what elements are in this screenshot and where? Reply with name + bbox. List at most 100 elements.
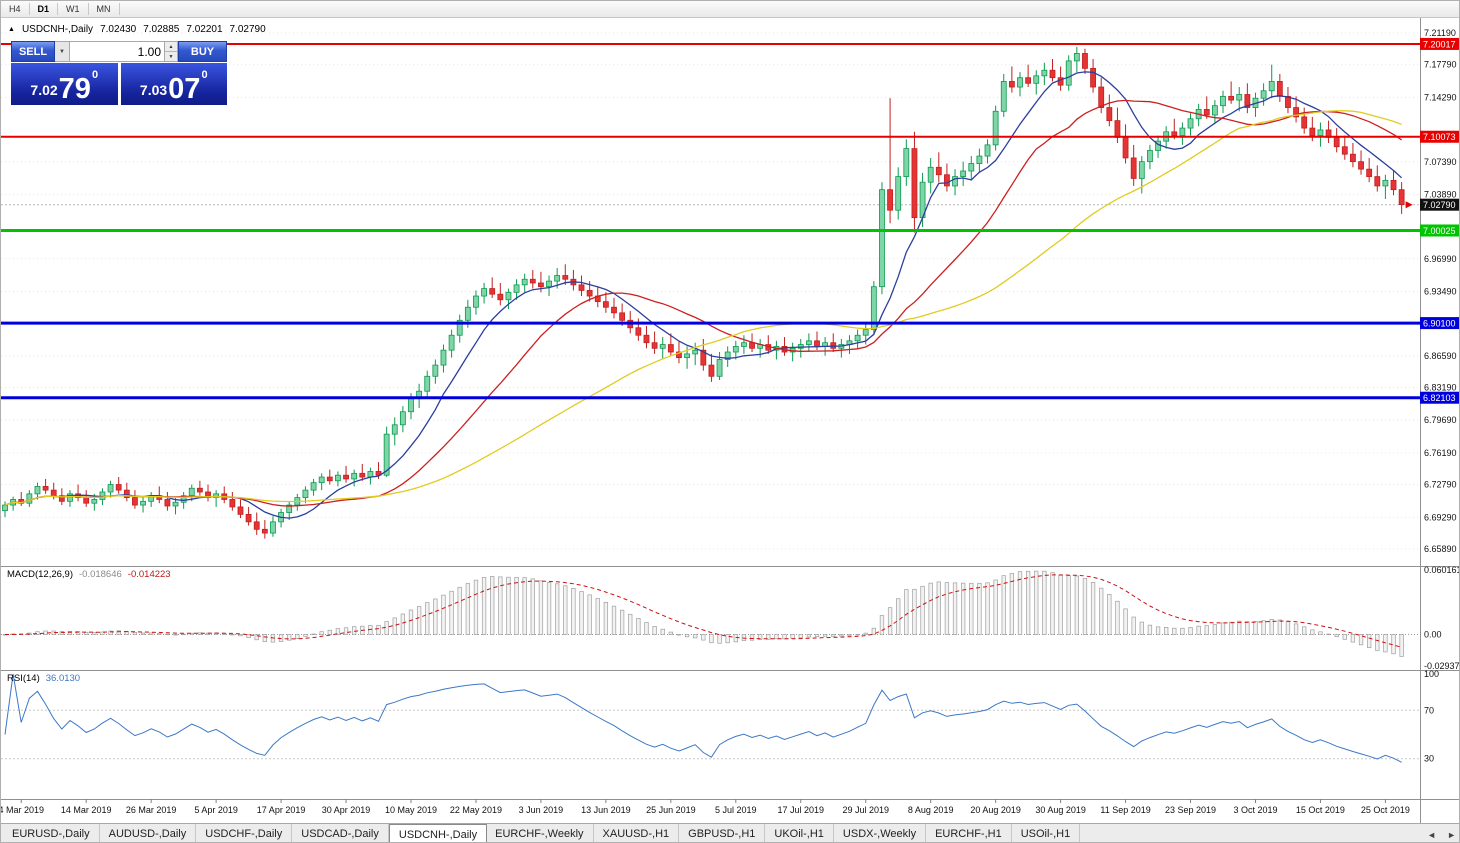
price-line-label: 6.90100 bbox=[1420, 317, 1459, 330]
rsi-line bbox=[4, 673, 1402, 763]
svg-text:3 Jun 2019: 3 Jun 2019 bbox=[519, 805, 564, 815]
chart-tab[interactable]: AUDUSD-,Daily bbox=[100, 824, 197, 842]
svg-text:17 Jul 2019: 17 Jul 2019 bbox=[777, 805, 824, 815]
svg-text:30: 30 bbox=[1424, 754, 1434, 764]
volume-input[interactable] bbox=[70, 41, 165, 62]
chart-tab[interactable]: EURUSD-,Daily bbox=[3, 824, 100, 842]
svg-text:22 May 2019: 22 May 2019 bbox=[450, 805, 502, 815]
macd-indicator-label: MACD(12,26,9) -0.018646 -0.014223 bbox=[7, 569, 171, 580]
price-line-label: 6.82103 bbox=[1420, 391, 1459, 404]
svg-text:7.00025: 7.00025 bbox=[1423, 226, 1456, 236]
svg-text:5 Jul 2019: 5 Jul 2019 bbox=[715, 805, 757, 815]
horizontal-price-lines[interactable] bbox=[1, 42, 1420, 400]
svg-text:29 Jul 2019: 29 Jul 2019 bbox=[842, 805, 889, 815]
date-axis: 4 Mar 2019 14 Mar 2019 26 Mar 2019 5 Apr 20… bbox=[1, 799, 1410, 815]
svg-text:26 Mar 2019: 26 Mar 2019 bbox=[126, 805, 177, 815]
sell-price-base: 7.02 bbox=[30, 82, 58, 98]
period-button-d1[interactable]: D1 bbox=[30, 3, 59, 15]
svg-text:5 Apr 2019: 5 Apr 2019 bbox=[194, 805, 238, 815]
price-line-label: 7.10073 bbox=[1420, 130, 1459, 143]
buy-price-frac: 0 bbox=[201, 69, 208, 81]
price-axis-labels: 7.21190 7.17790 7.14290 7.07390 7.03890 6.969… bbox=[1424, 28, 1460, 764]
tab-scroll-arrows: ◄ ► bbox=[1427, 824, 1456, 842]
svg-text:7.20017: 7.20017 bbox=[1423, 39, 1456, 49]
macd-name: MACD(12,26,9) bbox=[7, 569, 73, 580]
macd-histogram bbox=[2, 570, 1404, 657]
volume-down-icon[interactable]: ▼ bbox=[165, 51, 177, 61]
svg-text:0.060161: 0.060161 bbox=[1424, 565, 1460, 575]
volume-stepper: ▲ ▼ bbox=[165, 41, 178, 62]
ohlc-close: 7.02790 bbox=[229, 24, 266, 35]
sell-price-display[interactable]: 7.02 79 0 bbox=[11, 63, 118, 105]
chart-tab[interactable]: USOil-,H1 bbox=[1012, 824, 1081, 842]
chart-tab[interactable]: EURCHF-,H1 bbox=[926, 824, 1012, 842]
buy-price-pips: 07 bbox=[168, 73, 201, 105]
svg-text:6.93490: 6.93490 bbox=[1424, 286, 1457, 296]
sell-price-pips: 79 bbox=[58, 73, 91, 105]
price-chart-canvas[interactable]: 7.21190 7.17790 7.14290 7.07390 7.03890 6.969… bbox=[1, 18, 1460, 823]
svg-text:6.83190: 6.83190 bbox=[1424, 383, 1457, 393]
chart-tab[interactable]: EURCHF-,Weekly bbox=[486, 824, 594, 842]
chart-tab[interactable]: USDCAD-,Daily bbox=[292, 824, 389, 842]
svg-text:30 Apr 2019: 30 Apr 2019 bbox=[322, 805, 371, 815]
candlestick-series[interactable] bbox=[2, 46, 1405, 539]
current-price-arrow bbox=[1405, 201, 1413, 209]
sell-button[interactable]: SELL bbox=[11, 41, 55, 62]
svg-text:4 Mar 2019: 4 Mar 2019 bbox=[1, 805, 44, 815]
one-click-trade-panel: SELL ▼ ▲ ▼ BUY 7.02 79 0 7.03 07 0 bbox=[11, 41, 227, 105]
buy-price-display[interactable]: 7.03 07 0 bbox=[120, 63, 227, 105]
volume-up-icon[interactable]: ▲ bbox=[165, 42, 177, 51]
svg-text:20 Aug 2019: 20 Aug 2019 bbox=[970, 805, 1021, 815]
svg-text:7.14290: 7.14290 bbox=[1424, 92, 1457, 102]
svg-text:3 Oct 2019: 3 Oct 2019 bbox=[1233, 805, 1277, 815]
svg-text:7.17790: 7.17790 bbox=[1424, 60, 1457, 70]
grid-lines bbox=[1, 32, 1420, 550]
svg-text:6.72790: 6.72790 bbox=[1424, 480, 1457, 490]
svg-text:7.07390: 7.07390 bbox=[1424, 157, 1457, 167]
svg-text:70: 70 bbox=[1424, 705, 1434, 715]
chart-tab[interactable]: USDX-,Weekly bbox=[834, 824, 927, 842]
chart-tab[interactable]: UKOil-,H1 bbox=[765, 824, 834, 842]
period-button-h4[interactable]: H4 bbox=[1, 3, 30, 15]
period-button-mn[interactable]: MN bbox=[89, 3, 120, 15]
svg-text:6.86590: 6.86590 bbox=[1424, 351, 1457, 361]
svg-text:6.96990: 6.96990 bbox=[1424, 254, 1457, 264]
svg-text:25 Jun 2019: 25 Jun 2019 bbox=[646, 805, 696, 815]
volume-dropdown-icon[interactable]: ▼ bbox=[55, 41, 70, 62]
period-button-w1[interactable]: W1 bbox=[58, 3, 89, 15]
rsi-name: RSI(14) bbox=[7, 673, 40, 684]
svg-text:-0.029378: -0.029378 bbox=[1424, 661, 1460, 671]
chart-marker-icon: ▲ bbox=[8, 25, 15, 33]
macd-signal-value: -0.014223 bbox=[127, 569, 171, 580]
buy-button[interactable]: BUY bbox=[178, 41, 227, 62]
svg-text:6.90100: 6.90100 bbox=[1423, 319, 1456, 329]
svg-text:0.00: 0.00 bbox=[1424, 630, 1442, 640]
svg-text:8 Aug 2019: 8 Aug 2019 bbox=[908, 805, 954, 815]
scroll-right-icon[interactable]: ► bbox=[1447, 829, 1456, 840]
chart-tab[interactable]: GBPUSD-,H1 bbox=[679, 824, 766, 842]
chart-window: 7.21190 7.17790 7.14290 7.07390 7.03890 6.969… bbox=[1, 18, 1460, 823]
svg-text:25 Oct 2019: 25 Oct 2019 bbox=[1361, 805, 1410, 815]
chart-tab[interactable]: USDCNH-,Daily bbox=[388, 824, 488, 842]
svg-text:11 Sep 2019: 11 Sep 2019 bbox=[1100, 805, 1150, 815]
scroll-left-icon[interactable]: ◄ bbox=[1427, 829, 1437, 840]
chart-tab[interactable]: USDCHF-,Daily bbox=[196, 824, 293, 842]
current-price-label: 7.02790 bbox=[1420, 198, 1459, 211]
chart-symbol-period: USDCNH-,Daily bbox=[21, 24, 94, 35]
svg-text:6.76190: 6.76190 bbox=[1424, 448, 1457, 458]
chart-tab[interactable]: XAUUSD-,H1 bbox=[594, 824, 680, 842]
ohlc-open: 7.02430 bbox=[100, 24, 137, 35]
svg-text:7.10073: 7.10073 bbox=[1423, 132, 1456, 142]
svg-text:100: 100 bbox=[1424, 669, 1439, 679]
svg-text:23 Sep 2019: 23 Sep 2019 bbox=[1165, 805, 1216, 815]
macd-signal-line bbox=[4, 574, 1402, 648]
svg-text:7.21190: 7.21190 bbox=[1424, 28, 1456, 38]
svg-text:6.69290: 6.69290 bbox=[1424, 512, 1457, 522]
buy-price-base: 7.03 bbox=[139, 82, 168, 98]
period-toolbar: H4 D1 W1 MN bbox=[1, 1, 1459, 18]
svg-text:7.02790: 7.02790 bbox=[1423, 200, 1456, 210]
svg-text:14 Mar 2019: 14 Mar 2019 bbox=[61, 805, 112, 815]
svg-text:17 Apr 2019: 17 Apr 2019 bbox=[257, 805, 306, 815]
svg-text:7.03890: 7.03890 bbox=[1424, 189, 1457, 199]
